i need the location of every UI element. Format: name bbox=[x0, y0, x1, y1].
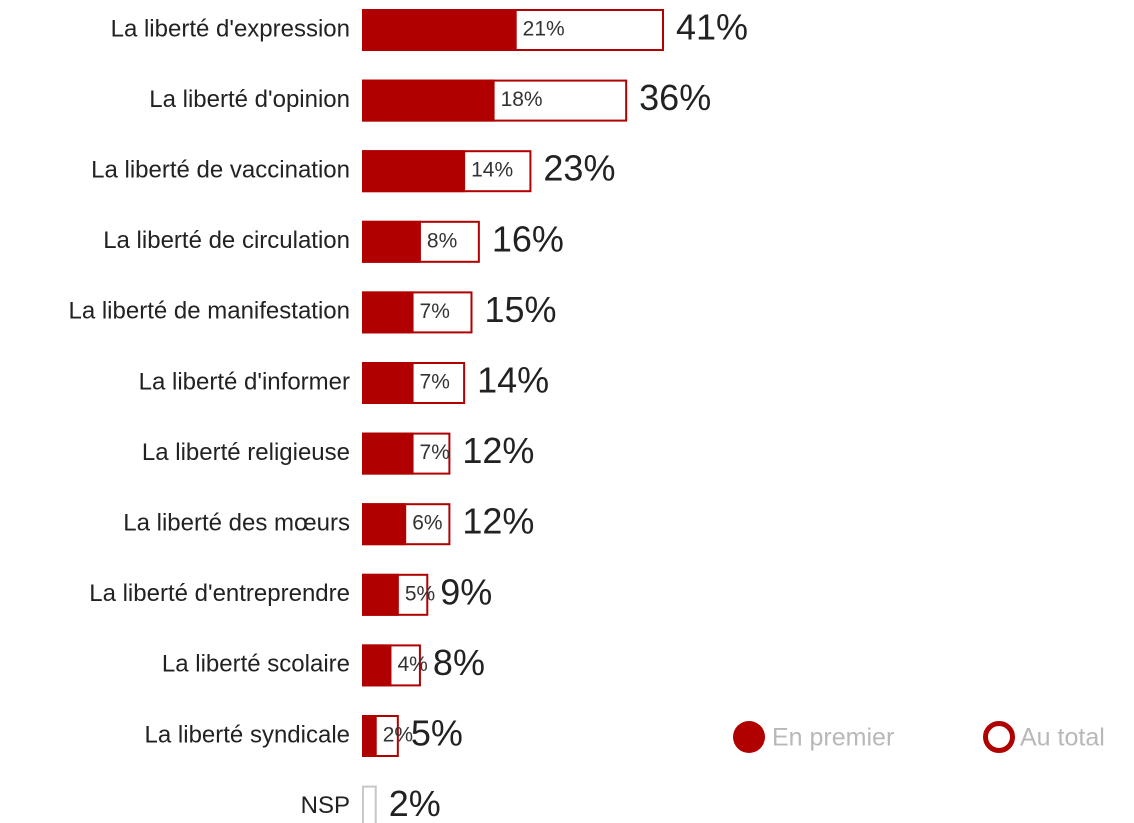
total-label: 14% bbox=[477, 360, 549, 401]
total-bar bbox=[362, 715, 399, 757]
first-bar bbox=[362, 9, 517, 51]
first-label: 2% bbox=[383, 724, 413, 747]
first-bar bbox=[362, 432, 414, 475]
category-label: La liberté des mœurs bbox=[123, 510, 350, 537]
first-label: 5% bbox=[405, 582, 435, 605]
first-bar bbox=[362, 503, 407, 546]
first-bar bbox=[362, 291, 414, 334]
category-label: La liberté de vaccination bbox=[91, 157, 350, 184]
first-label: 7% bbox=[420, 300, 450, 323]
first-bar bbox=[362, 573, 399, 616]
first-label: 8% bbox=[427, 229, 457, 252]
total-bar bbox=[362, 362, 466, 404]
total-bar bbox=[362, 9, 664, 51]
category-label: La liberté religieuse bbox=[142, 439, 350, 466]
first-bar bbox=[362, 715, 377, 757]
total-label: 12% bbox=[462, 430, 534, 471]
category-label: NSP bbox=[301, 792, 350, 819]
category-label: La liberté scolaire bbox=[162, 651, 350, 678]
total-bar bbox=[362, 785, 377, 823]
first-bar bbox=[362, 150, 466, 193]
legend-marker bbox=[733, 721, 765, 753]
first-label: 14% bbox=[471, 159, 513, 182]
first-label: 4% bbox=[397, 653, 427, 676]
total-label: 15% bbox=[484, 289, 556, 330]
legend-marker bbox=[983, 721, 1015, 753]
first-bar bbox=[362, 220, 421, 263]
first-label: 6% bbox=[412, 512, 442, 535]
total-bar bbox=[362, 573, 429, 616]
category-label: La liberté de circulation bbox=[103, 227, 350, 254]
category-label: La liberté d'expression bbox=[111, 15, 350, 42]
total-label: 16% bbox=[492, 218, 564, 259]
legend-label: Au total bbox=[1020, 724, 1105, 752]
category-label: La liberté d'informer bbox=[139, 368, 350, 395]
legend-label: En premier bbox=[772, 724, 894, 752]
total-label: 12% bbox=[462, 501, 534, 542]
first-label: 18% bbox=[501, 88, 543, 111]
first-bar bbox=[362, 362, 414, 404]
category-label: La liberté d'opinion bbox=[149, 86, 350, 113]
first-label: 7% bbox=[420, 371, 450, 394]
total-bar bbox=[362, 220, 480, 263]
total-label: 2% bbox=[389, 783, 441, 823]
total-label: 41% bbox=[676, 7, 748, 48]
total-label: 8% bbox=[433, 642, 485, 683]
first-bar bbox=[362, 644, 392, 687]
total-bar bbox=[362, 291, 473, 334]
total-label: 9% bbox=[440, 571, 492, 612]
category-label: La liberté de manifestation bbox=[68, 298, 350, 325]
total-bar bbox=[362, 644, 421, 687]
total-label: 23% bbox=[543, 148, 615, 189]
first-bar bbox=[362, 79, 495, 122]
total-label: 36% bbox=[639, 77, 711, 118]
category-label: La liberté d'entreprendre bbox=[89, 580, 350, 607]
category-label: La liberté syndicale bbox=[145, 721, 350, 748]
total-bar bbox=[362, 150, 532, 193]
total-bar bbox=[362, 79, 628, 122]
total-label: 5% bbox=[411, 713, 463, 754]
first-label: 21% bbox=[523, 18, 565, 41]
total-bar bbox=[362, 432, 451, 475]
total-bar bbox=[362, 503, 451, 546]
first-label: 7% bbox=[420, 441, 450, 464]
